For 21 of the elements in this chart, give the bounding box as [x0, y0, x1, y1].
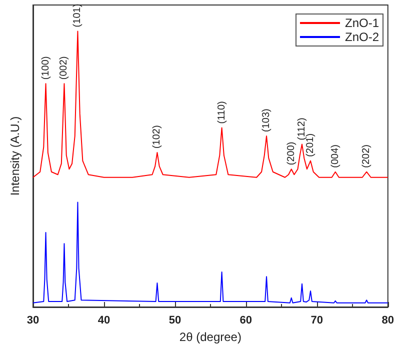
x-tick-label: 30 — [26, 314, 40, 326]
annotation: (110) — [216, 101, 228, 124]
annotation: (200) — [286, 142, 297, 166]
annotation: (101) — [72, 4, 84, 28]
legend-label: ZnO-2 — [344, 30, 380, 44]
x-tick-label: 60 — [240, 314, 252, 326]
x-tick-label: 80 — [382, 314, 394, 326]
legend-label: ZnO-1 — [344, 16, 380, 30]
x-tick-label: 50 — [168, 314, 182, 326]
x-axis-title: 2θ (degree) — [179, 330, 242, 344]
annotation: (004) — [330, 144, 341, 168]
x-tick-label: 40 — [98, 314, 110, 326]
annotation: (100) — [40, 56, 52, 80]
annotation: (112) — [296, 118, 308, 140]
y-axis-title: Intensity (A.U.) — [8, 116, 22, 196]
x-tick-label: 70 — [310, 314, 324, 326]
annotation: (201) — [305, 133, 316, 157]
annotation: (102) — [152, 125, 163, 149]
annotation: (103) — [261, 108, 272, 132]
annotation: (002) — [58, 56, 70, 80]
annotation: (202) — [361, 144, 372, 168]
